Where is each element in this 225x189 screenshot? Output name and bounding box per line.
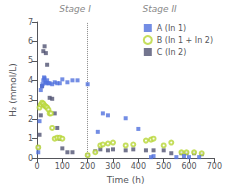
svg-text:A (In 1): A (In 1) [157, 24, 186, 33]
svg-text:7: 7 [28, 18, 33, 27]
svg-text:C (In 2): C (In 2) [157, 48, 186, 57]
svg-text:Time (h): Time (h) [106, 175, 145, 185]
svg-text:2: 2 [28, 115, 33, 124]
svg-text:4: 4 [28, 76, 33, 85]
svg-text:5: 5 [28, 56, 33, 65]
svg-text:Stage I: Stage I [59, 4, 91, 14]
svg-text:700: 700 [207, 162, 222, 171]
svg-text:500: 500 [156, 162, 171, 171]
svg-text:400: 400 [131, 162, 146, 171]
svg-text:1: 1 [28, 134, 33, 143]
svg-text:6: 6 [28, 37, 33, 46]
svg-text:B (In 1 + In 2): B (In 1 + In 2) [157, 36, 213, 45]
svg-text:600: 600 [181, 162, 196, 171]
svg-text:3: 3 [28, 95, 33, 104]
svg-text:100: 100 [55, 162, 70, 171]
svg-text:H₂ (mmol/L): H₂ (mmol/L) [8, 63, 18, 117]
svg-text:Stage II: Stage II [143, 4, 178, 14]
svg-text:0: 0 [28, 154, 33, 163]
svg-text:0: 0 [34, 162, 39, 171]
svg-text:300: 300 [105, 162, 120, 171]
svg-text:200: 200 [80, 162, 95, 171]
